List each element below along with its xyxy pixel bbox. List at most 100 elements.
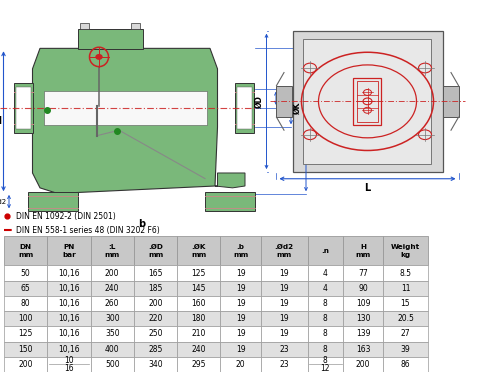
Bar — [90, 296, 134, 311]
Bar — [343, 326, 384, 341]
Bar — [4, 265, 48, 280]
Polygon shape — [215, 173, 245, 188]
Text: 19: 19 — [236, 330, 246, 339]
Bar — [177, 236, 220, 265]
Bar — [354, 78, 382, 125]
Text: 23: 23 — [280, 345, 289, 354]
Text: 340: 340 — [148, 360, 163, 369]
Bar — [261, 326, 308, 341]
Bar — [261, 236, 308, 265]
Text: H: H — [0, 116, 1, 126]
Bar — [134, 341, 177, 357]
Bar — [90, 265, 134, 280]
Text: 8: 8 — [323, 299, 328, 308]
Bar — [220, 357, 261, 372]
Bar — [177, 311, 220, 326]
Bar — [220, 236, 261, 265]
Polygon shape — [32, 48, 218, 193]
Bar — [220, 311, 261, 326]
Bar — [48, 296, 90, 311]
Text: 20: 20 — [236, 360, 246, 369]
Bar — [177, 280, 220, 296]
Bar — [308, 265, 343, 280]
Bar — [48, 341, 90, 357]
Text: 125: 125 — [18, 330, 33, 339]
Text: DIN EN 558-1 series 48 (DIN 3202 F6): DIN EN 558-1 series 48 (DIN 3202 F6) — [16, 226, 160, 235]
Text: 220: 220 — [148, 314, 162, 323]
Text: 163: 163 — [356, 345, 370, 354]
Text: 11: 11 — [400, 284, 410, 293]
Bar — [276, 86, 292, 117]
Text: :L
mm: :L mm — [104, 244, 120, 257]
Text: 77: 77 — [358, 269, 368, 278]
Bar — [134, 236, 177, 265]
Bar — [90, 326, 134, 341]
Bar — [261, 341, 308, 357]
Text: 4: 4 — [323, 284, 328, 293]
Bar — [357, 80, 378, 122]
Text: 285: 285 — [148, 345, 162, 354]
Bar — [220, 326, 261, 341]
Bar — [90, 341, 134, 357]
Bar — [90, 280, 134, 296]
Text: 10,16: 10,16 — [58, 269, 80, 278]
Text: 4: 4 — [323, 269, 328, 278]
Bar — [205, 192, 255, 211]
Text: 19: 19 — [236, 284, 246, 293]
Text: DN: DN — [278, 92, 286, 105]
Text: 240: 240 — [192, 345, 206, 354]
Bar — [308, 296, 343, 311]
Bar — [384, 296, 428, 311]
Text: 19: 19 — [280, 299, 289, 308]
Text: 19: 19 — [280, 314, 289, 323]
Text: 10,16: 10,16 — [58, 284, 80, 293]
Bar — [16, 87, 31, 129]
Text: 180: 180 — [192, 314, 206, 323]
Text: 8: 8 — [323, 356, 328, 365]
Text: ØK: ØK — [292, 102, 302, 114]
Bar — [177, 357, 220, 372]
Polygon shape — [44, 91, 206, 125]
Text: 200: 200 — [105, 269, 120, 278]
Bar — [48, 326, 90, 341]
Text: 12: 12 — [320, 364, 330, 372]
Bar — [308, 357, 343, 372]
Bar — [220, 265, 261, 280]
Bar — [134, 326, 177, 341]
Bar — [261, 265, 308, 280]
Text: 20.5: 20.5 — [397, 314, 414, 323]
Bar — [308, 341, 343, 357]
Text: 50: 50 — [21, 269, 30, 278]
Bar — [177, 265, 220, 280]
Text: 27: 27 — [400, 330, 410, 339]
Bar — [4, 296, 48, 311]
Text: 19: 19 — [236, 299, 246, 308]
Text: 500: 500 — [105, 360, 120, 369]
Bar — [4, 311, 48, 326]
Bar — [343, 296, 384, 311]
Circle shape — [96, 55, 102, 59]
Text: .ØD
mm: .ØD mm — [148, 244, 163, 257]
Bar — [384, 265, 428, 280]
Bar — [131, 23, 140, 29]
Text: ØD: ØD — [308, 115, 316, 127]
Bar — [48, 236, 90, 265]
Text: 160: 160 — [192, 299, 206, 308]
Text: 295: 295 — [192, 360, 206, 369]
Text: 16: 16 — [64, 364, 74, 372]
Text: 8: 8 — [323, 345, 328, 354]
Text: L: L — [364, 183, 370, 193]
Bar — [261, 357, 308, 372]
Text: 200: 200 — [148, 299, 163, 308]
Text: .ØK
mm: .ØK mm — [191, 244, 206, 257]
Bar — [343, 311, 384, 326]
Bar — [177, 341, 220, 357]
Bar — [343, 280, 384, 296]
Bar — [384, 311, 428, 326]
Text: 80: 80 — [21, 299, 30, 308]
Bar — [90, 357, 134, 372]
Bar — [343, 341, 384, 357]
Text: .Ød2
mm: .Ød2 mm — [274, 244, 294, 257]
Bar — [134, 265, 177, 280]
Bar — [308, 236, 343, 265]
